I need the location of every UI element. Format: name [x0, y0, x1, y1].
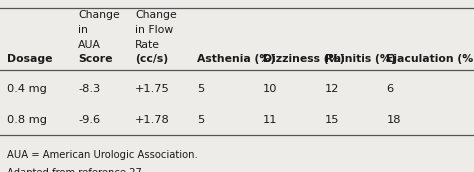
Text: Dizziness (%): Dizziness (%) [263, 54, 345, 64]
Text: 5: 5 [197, 115, 204, 125]
Text: Ejaculation (%): Ejaculation (%) [386, 54, 474, 64]
Text: Score: Score [78, 54, 113, 64]
Text: 5: 5 [197, 84, 204, 94]
Text: 11: 11 [263, 115, 278, 125]
Text: Dosage: Dosage [7, 54, 53, 64]
Text: 0.8 mg: 0.8 mg [7, 115, 47, 125]
Text: 0.4 mg: 0.4 mg [7, 84, 47, 94]
Text: Change: Change [135, 10, 177, 20]
Text: +1.78: +1.78 [135, 115, 170, 125]
Text: 15: 15 [325, 115, 339, 125]
Text: +1.75: +1.75 [135, 84, 170, 94]
Text: 6: 6 [386, 84, 393, 94]
Text: Change: Change [78, 10, 120, 20]
Text: -8.3: -8.3 [78, 84, 100, 94]
Text: in: in [78, 25, 88, 35]
Text: Asthenia (%): Asthenia (%) [197, 54, 275, 64]
Text: AUA = American Urologic Association.: AUA = American Urologic Association. [7, 150, 198, 160]
Text: 12: 12 [325, 84, 339, 94]
Text: AUA: AUA [78, 40, 101, 50]
Text: 18: 18 [386, 115, 401, 125]
Text: Rhinitis (%): Rhinitis (%) [325, 54, 395, 64]
Text: in Flow: in Flow [135, 25, 173, 35]
Text: Rate: Rate [135, 40, 160, 50]
Text: -9.6: -9.6 [78, 115, 100, 125]
Text: 10: 10 [263, 84, 278, 94]
Text: (cc/s): (cc/s) [135, 54, 168, 64]
Text: Adapted from reference 27.: Adapted from reference 27. [7, 168, 145, 172]
